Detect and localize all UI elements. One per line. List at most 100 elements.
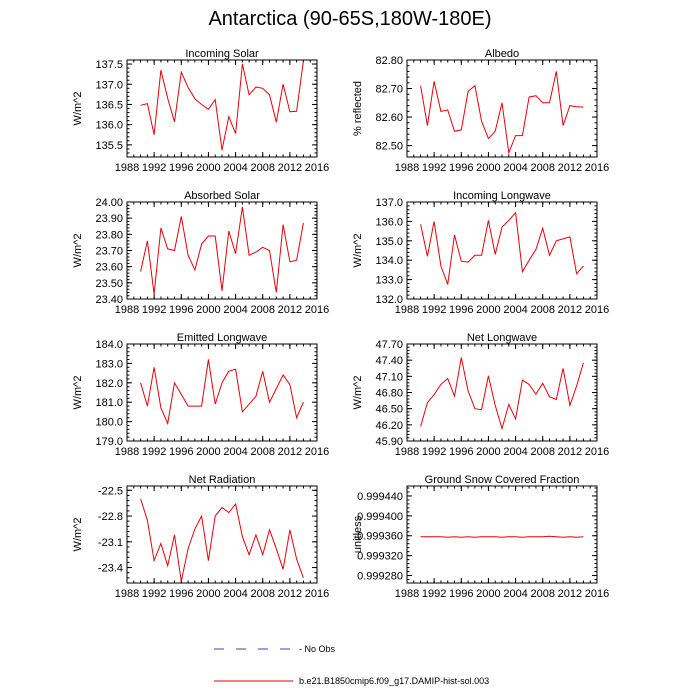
y-tick-label: 137.5 [95, 59, 123, 71]
series-line [140, 498, 304, 582]
y-tick-label: 0.999320 [357, 551, 403, 563]
panel-title: Albedo [485, 48, 519, 60]
x-tick-label: 2000 [196, 304, 220, 316]
x-tick-label: 2008 [250, 304, 274, 316]
y-tick-label: 0.999280 [357, 571, 403, 583]
y-tick-label: 133.0 [375, 275, 403, 287]
x-tick-label: 1992 [422, 162, 446, 174]
y-tick-label: 0.999400 [357, 511, 403, 523]
x-tick-label: 1988 [395, 446, 419, 458]
x-tick-label: 1988 [395, 588, 419, 600]
y-tick-label: 0.999360 [357, 531, 403, 543]
x-tick-label: 2004 [223, 304, 247, 316]
x-tick-label: 2008 [530, 588, 554, 600]
x-tick-label: 2012 [558, 304, 582, 316]
y-tick-label: 23.40 [95, 294, 123, 306]
x-tick-label: 1988 [115, 304, 139, 316]
panel-title: Emitted Longwave [177, 332, 268, 344]
x-tick-label: 1996 [449, 304, 473, 316]
series-line [420, 211, 584, 285]
y-tick-label: 183.0 [95, 358, 123, 370]
x-tick-label: 1988 [395, 162, 419, 174]
x-tick-label: 2004 [223, 446, 247, 458]
x-tick-label: 2004 [223, 588, 247, 600]
plot-frame [406, 201, 598, 300]
panel-title: Net Radiation [189, 474, 256, 486]
x-tick-label: 1988 [115, 162, 139, 174]
x-tick-label: 2012 [558, 162, 582, 174]
y-tick-label: 136.0 [375, 216, 403, 228]
y-tick-label: 182.0 [95, 378, 123, 390]
x-tick-label: 1996 [169, 446, 193, 458]
y-axis-label: W/m^2 [72, 234, 84, 268]
x-tick-label: 2012 [558, 446, 582, 458]
y-axis-label: W/m^2 [352, 234, 364, 268]
panel-title: Net Longwave [467, 332, 537, 344]
y-tick-label: 179.0 [95, 436, 123, 448]
y-tick-label: 45.90 [375, 436, 403, 448]
y-tick-label: 134.0 [375, 255, 403, 267]
y-tick-label: 132.0 [375, 294, 403, 306]
series-line [140, 359, 304, 426]
x-tick-label: 2000 [196, 446, 220, 458]
x-tick-label: 1992 [142, 588, 166, 600]
plot-frame [126, 485, 318, 584]
y-tick-label: 23.50 [95, 278, 123, 290]
x-tick-label: 2000 [476, 446, 500, 458]
chart-panel-1: Albedo % reflected 1988 1992 1996 2000 2004 200… [352, 48, 609, 174]
x-tick-label: 2016 [305, 588, 329, 600]
x-tick-label: 1988 [395, 304, 419, 316]
legend-obs-label: - No Obs [299, 644, 336, 654]
x-tick-label: 2012 [558, 588, 582, 600]
y-tick-label: 47.70 [375, 339, 403, 351]
panel-title: Incoming Solar [185, 48, 259, 60]
y-tick-label: 46.80 [375, 388, 403, 400]
x-tick-label: 1996 [169, 304, 193, 316]
x-tick-label: 1996 [449, 588, 473, 600]
y-tick-label: 46.50 [375, 404, 403, 416]
y-tick-label: 184.0 [95, 339, 123, 351]
panel-title: Absorbed Solar [184, 190, 260, 202]
x-tick-label: 1988 [115, 588, 139, 600]
y-axis-label: W/m^2 [72, 376, 84, 410]
x-tick-label: 2012 [278, 588, 302, 600]
plot-frame [406, 485, 598, 584]
y-tick-label: 136.5 [95, 99, 123, 111]
y-tick-label: 180.0 [95, 417, 123, 429]
y-tick-label: 46.20 [375, 420, 403, 432]
y-tick-label: 181.0 [95, 397, 123, 409]
y-tick-label: -22.8 [98, 511, 123, 523]
x-tick-label: 2000 [476, 304, 500, 316]
y-tick-label: 23.80 [95, 229, 123, 241]
x-tick-label: 2004 [503, 162, 527, 174]
x-tick-label: 2016 [585, 588, 609, 600]
series-line [140, 206, 304, 295]
y-axis-label: unitless [352, 515, 364, 553]
x-tick-label: 2008 [250, 162, 274, 174]
y-tick-label: -23.4 [98, 563, 123, 575]
plot-frame [126, 59, 318, 158]
page-title: Antarctica (90-65S,180W-180E) [208, 8, 492, 30]
x-tick-label: 1996 [169, 588, 193, 600]
x-tick-label: 2000 [476, 162, 500, 174]
x-tick-label: 2008 [530, 304, 554, 316]
x-tick-label: 2016 [305, 446, 329, 458]
x-tick-label: 2016 [585, 304, 609, 316]
x-tick-label: 2008 [530, 446, 554, 458]
series-line [140, 60, 304, 151]
x-tick-label: 1992 [422, 446, 446, 458]
x-tick-label: 1992 [422, 588, 446, 600]
y-tick-label: 24.00 [95, 197, 123, 209]
x-tick-label: 2000 [196, 162, 220, 174]
x-tick-label: 2004 [503, 304, 527, 316]
y-axis-label: % reflected [352, 81, 364, 136]
y-tick-label: 82.70 [375, 84, 403, 96]
y-axis-label: W/m^2 [352, 376, 364, 410]
x-tick-label: 2008 [530, 162, 554, 174]
series-line [420, 71, 584, 155]
x-tick-label: 1996 [169, 162, 193, 174]
chart-panel-5: Net Longwave W/m^2 1988 1992 1996 2000 2004 200… [352, 332, 609, 458]
y-tick-label: 0.999440 [357, 491, 403, 503]
